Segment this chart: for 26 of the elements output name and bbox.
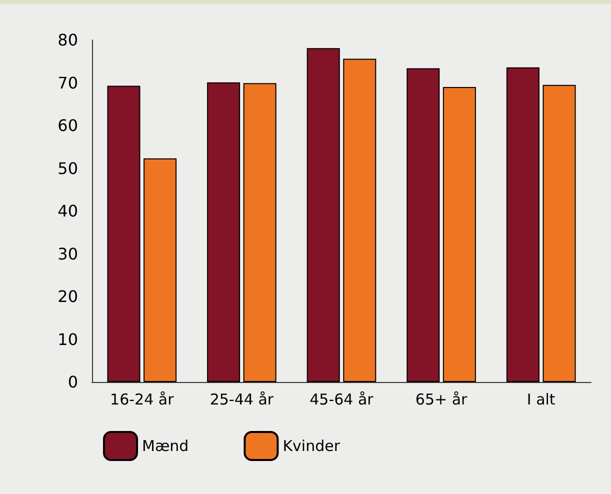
bar [306,48,340,382]
bar [442,87,476,382]
y-tick-label: 50 [58,158,78,178]
x-tick-label: I alt [526,390,556,408]
x-tick-label: 25-44 år [210,390,274,408]
bar [542,84,576,382]
bar [243,83,276,382]
bar [343,58,376,382]
y-tick-label: 20 [58,287,78,306]
bar [207,82,240,382]
bar [506,67,540,382]
x-tick-label: 16-24 år [110,390,175,408]
bar [406,68,440,382]
bar [144,158,177,382]
y-tick-label: 10 [58,330,78,349]
y-tick-label: 70 [58,73,78,92]
y-tick-label: 40 [58,202,78,220]
y-tick-label: 60 [58,116,78,135]
y-tick-label: 80 [58,30,78,50]
legend-label: Kvinder [282,437,341,455]
x-tick-label: 45-64 år [310,390,374,408]
x-tick-label: 65+ år [415,390,468,408]
y-tick-label: 30 [58,244,78,264]
legend-label: Mænd [142,437,189,455]
bar [107,86,140,382]
y-tick-label: 0 [68,372,78,392]
